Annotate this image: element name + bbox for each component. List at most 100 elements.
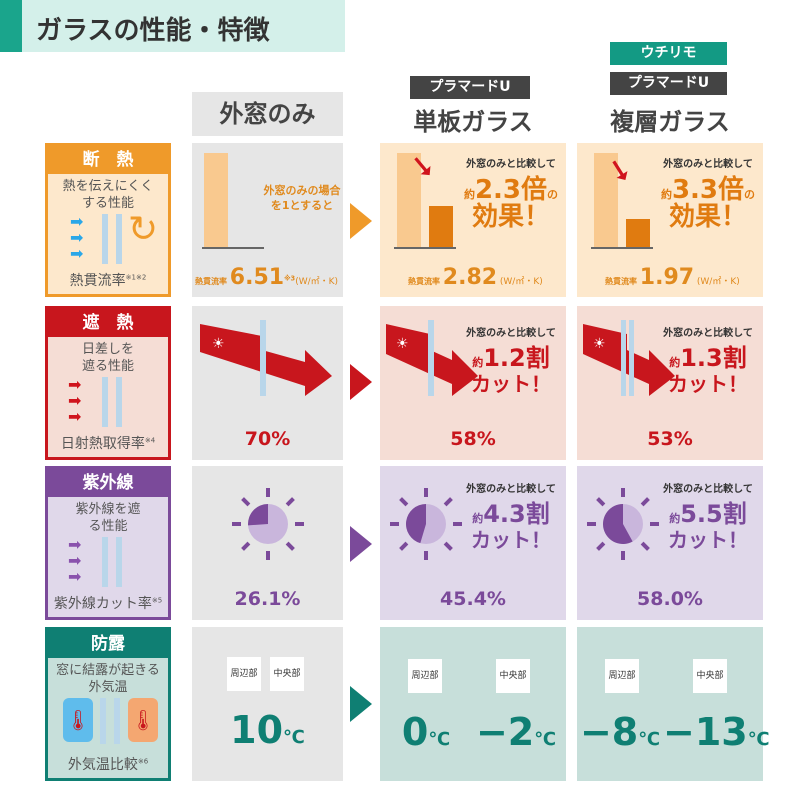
cell-dew-outer: 周辺部 中央部 10℃: [192, 627, 343, 781]
row-label-dew: 防露 窓に結露が起きる外気温 🌡 🌡 外気温比較※6: [45, 627, 171, 781]
tag-edge: 周辺部: [408, 659, 442, 693]
cold-thermometer-icon: 🌡: [63, 698, 93, 742]
effect-text: 約3.3倍の 効果！: [660, 175, 756, 233]
cell-uv-single: 外窓のみと比較して 約4.3割 カット！ 45.4%: [380, 466, 566, 620]
header-accent: [0, 0, 22, 52]
column-title-double: 複層ガラス: [610, 108, 730, 136]
sun-ray: [285, 497, 295, 507]
sun-ray: [241, 541, 251, 551]
uv-sun-gauge-icon: [232, 488, 304, 560]
value: 45.4%: [440, 588, 506, 610]
axis-line: [591, 247, 653, 249]
compare-text: 外窓のみと比較して: [466, 484, 556, 495]
sun-ray: [399, 541, 409, 551]
temp-center: −2℃: [475, 710, 557, 754]
axis-line: [202, 247, 264, 249]
heat-return-icon: ↻: [128, 209, 159, 250]
value: 58.0%: [637, 588, 703, 610]
sun-ray: [640, 541, 650, 551]
row-label-heat: 断 熱 熱を伝えにくくする性能 ➡ ➡ ➡ ↻ 熱貫流率※1※2: [45, 143, 171, 297]
row-foot: 紫外線カット率※5: [53, 596, 163, 612]
bar-value: [429, 206, 453, 247]
row-title: 断 熱: [48, 146, 168, 174]
row-title: 遮 熱: [48, 309, 168, 337]
glass-pane-icon: [116, 537, 122, 587]
sun-ray: [596, 497, 606, 507]
sun-ray: [399, 497, 409, 507]
warm-thermometer-icon: 🌡: [128, 698, 158, 742]
cell-dew-double: 周辺部 中央部 −8℃ −13℃: [577, 627, 770, 781]
value: 26.1%: [234, 588, 301, 610]
row-desc: 日差しを遮る性能: [81, 342, 134, 374]
tag-center: 中央部: [270, 657, 304, 691]
value: 70%: [244, 428, 291, 450]
sun-heat-arrow-icon: ☀: [386, 320, 478, 396]
product-badge: プラマードU: [410, 76, 530, 99]
row-label-shield: 遮 熱 日差しを遮る性能 ➡ ➡ ➡ 日射熱取得率※4: [45, 306, 171, 460]
cell-heat-double: ➞ 外窓のみと比較して 約3.3倍の 効果！ 熱貫流率 1.97 (W/㎡・K): [577, 143, 763, 297]
sun-ray: [640, 497, 650, 507]
uv-sun-gauge-icon: [587, 488, 659, 560]
glass-pane-icon: [116, 377, 122, 427]
svg-text:☀: ☀: [396, 336, 409, 352]
bar-baseline: [397, 153, 421, 247]
tag-center: 中央部: [496, 659, 530, 693]
row-desc: 紫外線を遮る性能: [75, 502, 141, 534]
temp-center: −13℃: [663, 710, 770, 754]
effect-text: 約5.5割 カット！: [668, 500, 748, 553]
glass-pane-icon: [102, 214, 108, 264]
sun-ray: [443, 541, 453, 551]
compare-text: 外窓のみと比較して: [466, 328, 556, 339]
svg-text:☀: ☀: [212, 336, 225, 352]
glass-pane-icon: [102, 377, 108, 427]
arrow-right-icon: [350, 203, 372, 239]
row-title: 紫外線: [48, 469, 168, 497]
sun-ray: [241, 497, 251, 507]
effect-text: 約1.3割 カット！: [668, 344, 748, 397]
value-line: 熱貫流率 1.97 (W/㎡・K): [605, 265, 740, 290]
cell-uv-double: 外窓のみと比較して 約5.5割 カット！ 58.0%: [577, 466, 763, 620]
effect-text: 約1.2割 カット！: [471, 344, 551, 397]
sun-ray: [596, 541, 606, 551]
tag-edge: 周辺部: [227, 657, 261, 691]
cell-uv-outer: 26.1%: [192, 466, 343, 620]
svg-text:☀: ☀: [593, 336, 606, 352]
uv-cut-slice: [248, 504, 268, 526]
uv-sun-gauge-icon: [390, 488, 462, 560]
arrow-right-icon: [350, 364, 372, 400]
cell-shield-single: ☀ 外窓のみと比較して 約1.2割 カット！ 58%: [380, 306, 566, 460]
row-foot: 外気温比較※6: [67, 757, 149, 773]
sun-ray-arrows-icon: ➡ ➡ ➡: [68, 375, 82, 426]
cell-shield-outer: ☀ 70%: [192, 306, 343, 460]
row-desc: 窓に結露が起きる外気温: [56, 663, 160, 695]
compare-text: 外窓のみと比較して: [663, 484, 753, 495]
tag-center: 中央部: [693, 659, 727, 693]
compare-text: 外窓のみと比較して: [466, 159, 556, 170]
uv-cut-slice: [406, 504, 426, 544]
column-title-single: 単板ガラス: [413, 108, 533, 136]
arrow-right-icon: [350, 686, 372, 722]
sun-ray: [443, 497, 453, 507]
value: 53%: [647, 428, 693, 450]
uv-arrows-icon: ➡ ➡ ➡: [68, 535, 82, 586]
value: 58%: [450, 428, 496, 450]
sun-heat-arrow-icon: ☀: [583, 320, 675, 396]
glass-pane-icon: [116, 214, 122, 264]
cell-heat-outer: 外窓のみの場合を1とすると 熱貫流率 6.51※3(W/㎡・K): [192, 143, 343, 297]
row-title: 防露: [48, 630, 168, 658]
arrow-right-icon: [350, 526, 372, 562]
page-title: ガラスの性能・特徴: [22, 0, 345, 52]
column-title-outer-only: 外窓のみ: [192, 92, 343, 136]
product-badge: プラマードU: [610, 72, 727, 95]
sun-heat-arrow-icon: ☀: [200, 320, 332, 396]
tag-edge: 周辺部: [605, 659, 639, 693]
compare-text: 外窓のみと比較して: [663, 328, 753, 339]
product-badge-uchirimo: ウチリモ: [610, 42, 727, 65]
row-label-uv: 紫外線 紫外線を遮る性能 ➡ ➡ ➡ 紫外線カット率※5: [45, 466, 171, 620]
heat-flow-icon: ➡ ➡ ➡: [70, 212, 84, 263]
value-line: 熱貫流率 2.82 (W/㎡・K): [408, 265, 543, 290]
row-foot: 日射熱取得率※4: [60, 436, 156, 452]
row-foot: 熱貫流率※1※2: [69, 273, 147, 289]
value-line: 熱貫流率 6.51※3(W/㎡・K): [195, 265, 339, 290]
uv-cut-slice: [603, 504, 633, 544]
